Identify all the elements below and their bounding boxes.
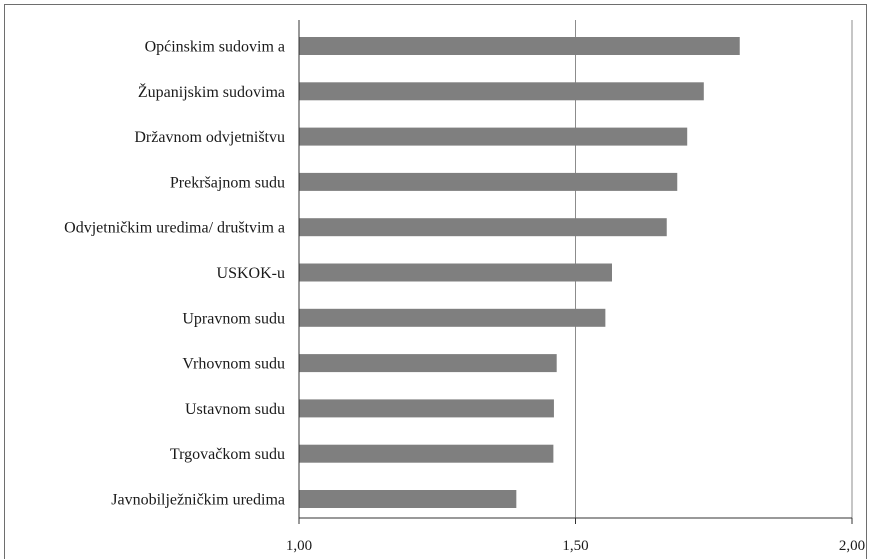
category-label: Prekršajnom sudu <box>170 174 285 191</box>
category-label: Županijskim sudovima <box>138 82 285 101</box>
category-label: Upravnom sudu <box>182 310 285 327</box>
category-label: Vrhovnom sudu <box>182 356 285 373</box>
bar <box>299 354 557 373</box>
category-label: Općinskim sudovim a <box>145 39 285 56</box>
bar <box>299 399 554 418</box>
x-axis: 1,00 1,50 2,00 <box>286 20 865 554</box>
x-tick-label: 1,00 <box>286 538 312 554</box>
bar <box>299 218 667 237</box>
category-label: USKOK-u <box>217 265 285 282</box>
bar <box>299 490 517 508</box>
bar <box>299 444 554 463</box>
category-label: Javnobilježničkim uredima <box>111 492 285 509</box>
bar <box>299 82 704 101</box>
bar <box>299 263 612 282</box>
bar <box>299 127 688 146</box>
category-label: Trgovačkom sudu <box>170 446 285 463</box>
category-label: Odvjetničkim uredima/ društvim a <box>64 220 285 237</box>
x-tick-label: 2,00 <box>839 538 865 554</box>
bar <box>299 308 606 327</box>
category-label: Ustavnom sudu <box>185 401 285 418</box>
category-label: Državnom odvjetništvu <box>134 129 285 146</box>
bars <box>299 37 740 508</box>
category-labels: Općinskim sudovim a Županijskim sudovima D… <box>64 39 285 509</box>
bar <box>299 172 678 191</box>
x-tick-label: 1,50 <box>562 538 588 554</box>
bar <box>299 37 740 55</box>
